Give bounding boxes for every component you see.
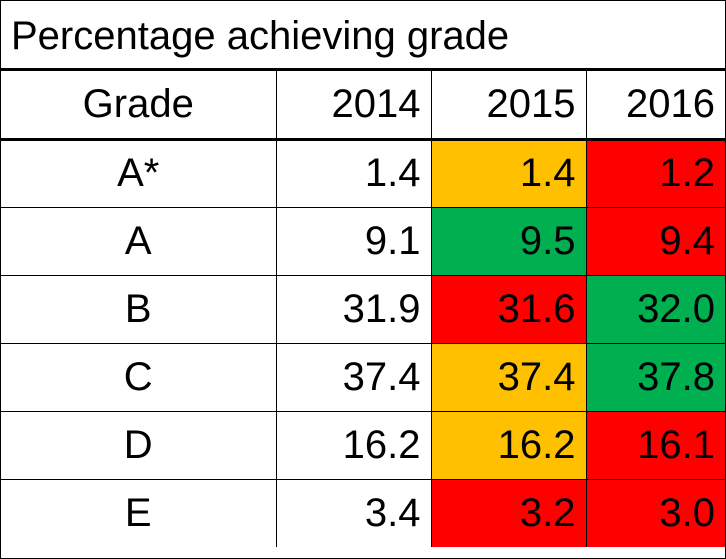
cell-grade: C — [1, 342, 277, 412]
cell-2015: 31.6 — [430, 274, 587, 344]
cell-2014: 31.9 — [275, 274, 432, 344]
header-2015: 2015 — [430, 71, 587, 141]
cell-2016: 16.1 — [585, 410, 725, 480]
cell-2015: 16.2 — [430, 410, 587, 480]
cell-grade: B — [1, 274, 277, 344]
header-2016: 2016 — [585, 71, 725, 141]
header-2014: 2014 — [275, 71, 432, 141]
cell-grade: E — [1, 478, 277, 547]
cell-2016: 37.8 — [585, 342, 725, 412]
cell-2015: 9.5 — [430, 206, 587, 276]
cell-2015: 37.4 — [430, 342, 587, 412]
table-row: A* 1.4 1.4 1.2 — [1, 138, 725, 208]
cell-2014: 37.4 — [275, 342, 432, 412]
cell-2016: 3.0 — [585, 478, 725, 547]
cell-2014: 9.1 — [275, 206, 432, 276]
cell-2014: 3.4 — [275, 478, 432, 547]
cell-2014: 1.4 — [275, 138, 432, 208]
cell-2016: 9.4 — [585, 206, 725, 276]
cell-2014: 16.2 — [275, 410, 432, 480]
cell-2016: 32.0 — [585, 274, 725, 344]
cell-grade: D — [1, 410, 277, 480]
table-row: D 16.2 16.2 16.1 — [1, 410, 725, 480]
cell-2016: 1.2 — [585, 138, 725, 208]
table-row: B 31.9 31.6 32.0 — [1, 274, 725, 344]
table-title: Percentage achieving grade — [1, 1, 725, 71]
header-grade: Grade — [1, 71, 277, 141]
table-row: A 9.1 9.5 9.4 — [1, 206, 725, 276]
grade-table: Grade 2014 2015 2016 A* 1.4 1.4 1.2 A 9.1 9.5 9… — [1, 71, 725, 547]
cell-grade: A — [1, 206, 277, 276]
cell-2015: 1.4 — [430, 138, 587, 208]
cell-2015: 3.2 — [430, 478, 587, 547]
cell-grade: A* — [1, 138, 277, 208]
header-row: Grade 2014 2015 2016 — [1, 71, 725, 141]
table-row: C 37.4 37.4 37.8 — [1, 342, 725, 412]
table-row: E 3.4 3.2 3.0 — [1, 478, 725, 547]
